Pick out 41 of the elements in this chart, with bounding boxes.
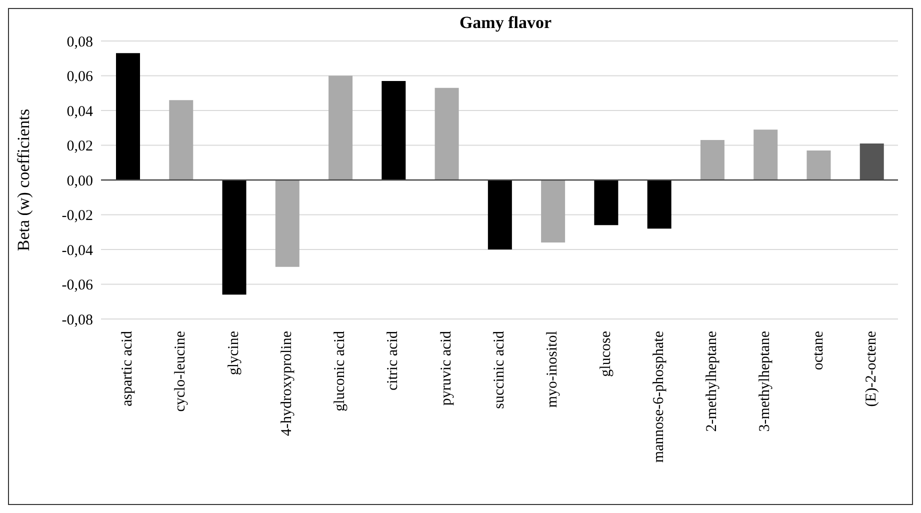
y-tick-label: 0,02 — [66, 138, 93, 155]
x-tick-label: mannose-6-phosphate — [650, 330, 667, 463]
x-tick-label: succinic acid — [492, 330, 508, 409]
bar — [116, 53, 140, 180]
x-tick-label: octane — [810, 330, 826, 370]
x-tick-label: aspartic acid — [120, 330, 136, 406]
y-tick-label: -0,04 — [62, 242, 94, 259]
x-tick-label: 3-methylheptane — [757, 330, 774, 432]
bar — [860, 144, 884, 180]
x-tick-label: cyclo-leucine — [172, 330, 189, 412]
y-tick-label: -0,08 — [62, 312, 93, 328]
y-tick-label: 0,00 — [66, 173, 93, 190]
bar — [275, 180, 300, 267]
x-tick-label: 2-methylheptane — [704, 330, 720, 432]
y-tick-label: 0,08 — [66, 34, 93, 50]
y-tick-label: -0,02 — [62, 208, 93, 224]
bar — [434, 88, 459, 180]
bar — [700, 140, 724, 180]
bar — [382, 80, 406, 180]
x-tick-label: glycine — [226, 330, 242, 376]
chart-title: Gamy flavor — [458, 13, 553, 33]
x-tick-label: citric acid — [385, 330, 402, 391]
bar — [541, 180, 566, 243]
bar — [647, 180, 672, 229]
x-tick-label: 4-hydroxyproline — [278, 330, 295, 436]
y-tick-label: -0,06 — [62, 278, 94, 294]
bar — [488, 180, 512, 250]
bar — [169, 100, 194, 180]
y-tick-label: 0,06 — [66, 69, 94, 86]
x-tick-label: pyruvic acid — [438, 330, 454, 406]
bar — [222, 180, 246, 295]
x-tick-label: (E)-2-octene — [863, 330, 880, 407]
x-tick-label: myo-inositol — [544, 331, 561, 408]
bar — [806, 150, 831, 180]
y-axis-title: Beta (w) coefficients — [14, 108, 34, 252]
bar — [754, 130, 778, 180]
bar — [594, 180, 618, 226]
bar — [328, 76, 353, 180]
x-tick-label: glucose — [598, 330, 614, 377]
x-tick-label: gluconic acid — [332, 330, 348, 412]
y-tick-label: 0,04 — [66, 104, 94, 120]
